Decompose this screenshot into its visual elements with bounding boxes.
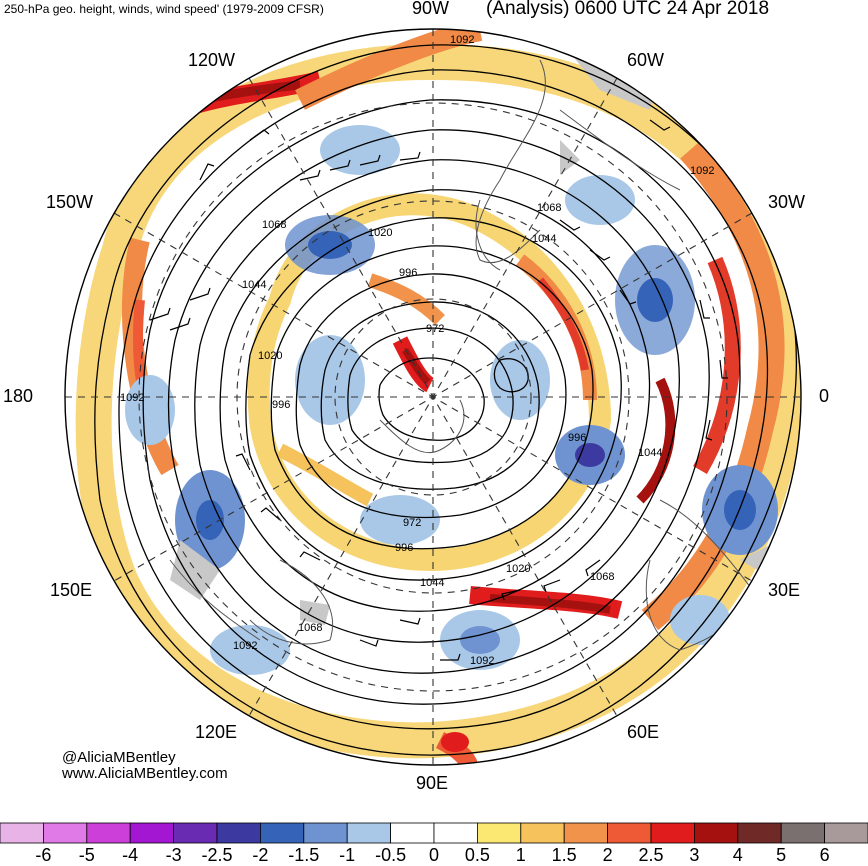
lon-label-0: 0 (819, 386, 830, 406)
contour-label: 1092 (690, 165, 714, 177)
lon-label-180: 180 (3, 386, 34, 406)
lon-label-30e: 30E (768, 580, 801, 600)
lon-label-150w: 150W (46, 192, 94, 212)
contour-label: 1092 (233, 640, 257, 652)
colorbar-segment (563, 822, 609, 844)
contour-label: 1044 (638, 447, 662, 459)
contour-label: 1068 (590, 571, 614, 583)
colorbar-segment (737, 822, 782, 844)
colorbar-segment (216, 822, 261, 844)
lon-label-150e: 150E (50, 580, 93, 600)
colorbar-tick-label: 4 (732, 845, 743, 865)
contour-label: 996 (568, 432, 586, 444)
contour-label: 1092 (120, 392, 144, 404)
colorbar-segment (694, 822, 739, 844)
contour-label: 996 (399, 267, 417, 279)
colorbar-tick-label: 0.5 (464, 845, 490, 865)
colorbar-segment (129, 822, 174, 844)
lat-lon-grid (65, 29, 801, 765)
contour-label: 972 (426, 323, 444, 335)
colorbar-tick-label: 0 (428, 845, 440, 865)
colorbar-tick-label: -4 (122, 845, 139, 865)
contour-label: 1020 (506, 563, 530, 575)
contour-label: 1092 (470, 655, 494, 667)
colorbar-tick-label: -5 (78, 845, 95, 865)
colorbar-tick-label: 3 (689, 845, 700, 865)
colorbar-segment (303, 822, 348, 844)
credit-website: www.AliciaMBentley.com (62, 765, 228, 782)
colorbar-segment (650, 822, 695, 844)
analysis-time: (Analysis) 0600 UTC 24 Apr 2018 (486, 0, 770, 19)
colorbar-segment (346, 822, 392, 844)
contour-label: 1020 (368, 227, 392, 239)
height-contours (94, 44, 797, 756)
colorbar-tick-label: -2 (252, 845, 269, 865)
colorbar-tick-label: -1.5 (288, 845, 320, 865)
colorbar-segment (780, 822, 826, 844)
colorbar-tick-label: -1 (339, 845, 356, 865)
colorbar-tick-label: 2.5 (638, 845, 664, 865)
colorbar-segment (43, 822, 88, 844)
contour-label: 996 (395, 542, 413, 554)
lon-label-90e: 90E (416, 773, 449, 793)
colorbar-segment (259, 822, 305, 844)
colorbar-tick-label: -6 (35, 845, 52, 865)
contour-label: 1044 (242, 279, 266, 291)
contour-label: 1044 (420, 577, 444, 589)
colorbar-segment (607, 822, 652, 844)
lon-label-120e: 120E (195, 722, 238, 742)
colorbar-segment (173, 822, 218, 844)
lon-label-60e: 60E (627, 722, 660, 742)
map-title: 250-hPa geo. height, winds, wind speed' … (4, 2, 324, 16)
colorbar-segment (520, 822, 565, 844)
contour-label: 1092 (450, 34, 474, 46)
wind-barbs (149, 119, 728, 661)
colorbar-segment (0, 822, 44, 844)
contour-label: 972 (403, 517, 421, 529)
colorbar-tick-label: 1 (515, 845, 526, 865)
contour-label: 1068 (537, 202, 561, 214)
lon-label-60w: 60W (627, 50, 665, 70)
colorbar (0, 822, 868, 844)
colorbar-tick-label: 1.5 (551, 845, 577, 865)
colorbar-tick-label: -3 (165, 845, 182, 865)
coastlines (169, 59, 761, 651)
colorbar-tick-label: 6 (819, 845, 830, 865)
colorbar-segment (433, 822, 478, 844)
contour-labels: 1092 1092 1068 1044 1020 996 972 1068 10… (120, 34, 714, 667)
colorbar-tick-label: -2.5 (201, 845, 233, 865)
lon-label-30w: 30W (768, 192, 806, 212)
credit-twitter: @AliciaMBentley (62, 749, 176, 766)
colorbar-segment (476, 822, 522, 844)
contour-label: 996 (272, 399, 290, 411)
contour-label: 1020 (258, 350, 282, 362)
colorbar-tick-label: 2 (602, 845, 613, 865)
colorbar-tick-label: -0.5 (375, 845, 407, 865)
contour-label: 1044 (532, 233, 556, 245)
colorbar-segment (824, 822, 868, 844)
colorbar-segment (86, 822, 131, 844)
contour-label: 1068 (262, 219, 286, 231)
colorbar-segment (390, 822, 435, 844)
lon-label-120w: 120W (188, 50, 236, 70)
lon-label-90w: 90W (412, 0, 450, 18)
contour-label: 1068 (298, 622, 322, 634)
colorbar-tick-label: 5 (776, 845, 787, 865)
polar-map: 1092 1092 1068 1044 1020 996 972 1068 10… (64, 28, 802, 766)
